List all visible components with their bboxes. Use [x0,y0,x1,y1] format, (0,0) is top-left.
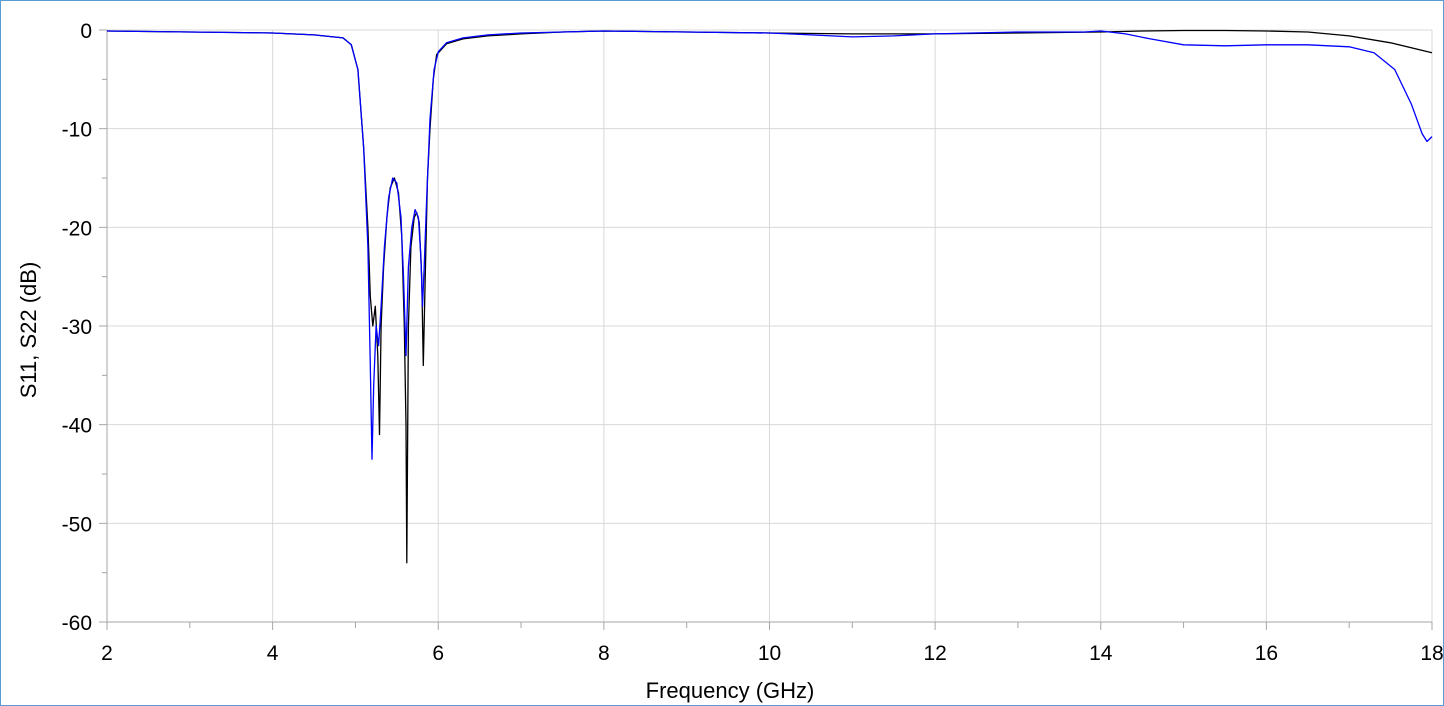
grid [107,29,1433,622]
x-tick-label: 4 [267,642,279,665]
x-tick-label: 2 [101,642,113,665]
y-tick-label: -30 [62,316,92,339]
tick-labels: 2 4 6 8 10 12 14 16 18 0 -10 -20 -30 -40 -50 -60 [62,20,1444,665]
y-tick-label: -20 [62,217,92,240]
y-tick-label: -60 [62,612,92,635]
x-tick-label: 10 [758,642,781,665]
y-axis-title: S11, S22 (dB) [16,262,41,399]
series-line-2 [106,30,1433,460]
x-tick-label: 14 [1089,642,1113,665]
y-tick-label: -40 [62,415,92,438]
x-tick-label: 8 [598,642,610,665]
axes [99,29,1433,630]
x-tick-label: 16 [1255,642,1278,665]
x-tick-label: 6 [432,642,444,665]
y-tick-label: 0 [80,20,92,43]
y-tick-label: -10 [62,119,92,142]
x-tick-label: 12 [923,642,946,665]
series-group [106,29,1433,564]
x-axis-title: Frequency (GHz) [646,678,815,703]
x-tick-label: 18 [1420,642,1443,665]
y-tick-label: -50 [62,513,92,536]
